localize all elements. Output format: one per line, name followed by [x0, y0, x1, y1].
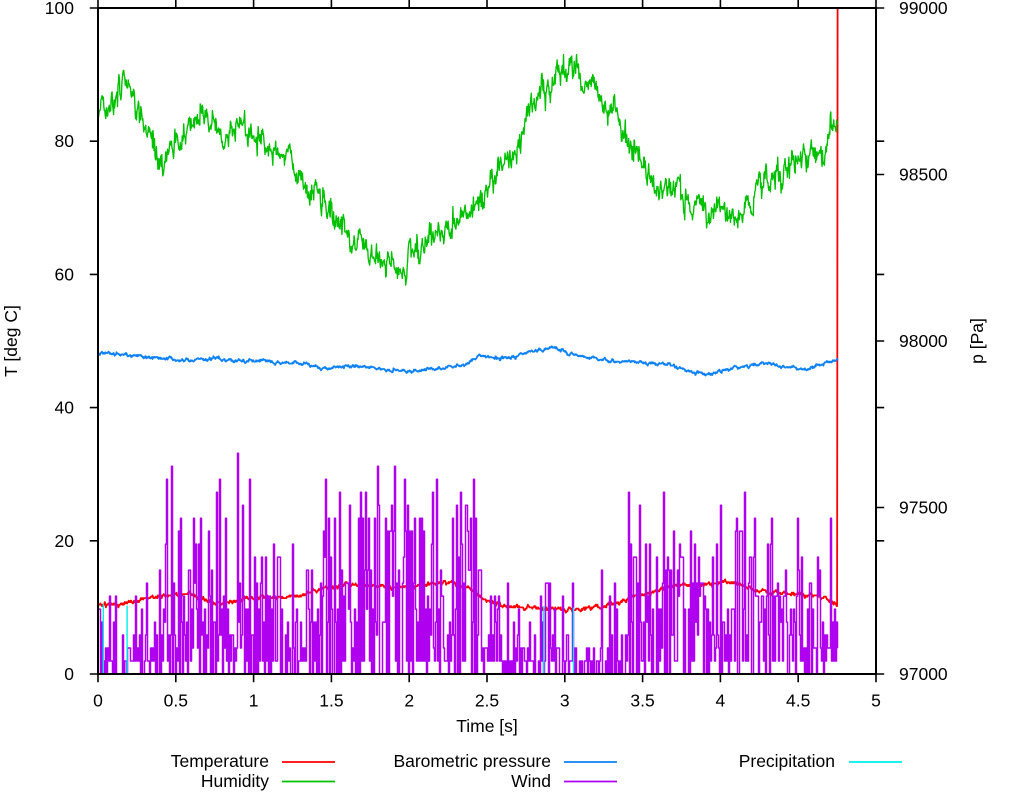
svg-text:2: 2	[404, 691, 414, 711]
svg-text:97000: 97000	[899, 664, 948, 684]
svg-text:97500: 97500	[899, 498, 948, 518]
svg-text:Barometric pressure: Barometric pressure	[393, 751, 551, 771]
svg-text:3: 3	[560, 691, 570, 711]
svg-text:Humidity: Humidity	[201, 771, 269, 791]
svg-text:Temperature: Temperature	[171, 751, 269, 771]
svg-text:99000: 99000	[899, 0, 948, 18]
svg-text:4: 4	[716, 691, 726, 711]
svg-text:p [Pa]: p [Pa]	[967, 318, 987, 364]
svg-text:20: 20	[55, 531, 75, 551]
svg-text:0: 0	[93, 691, 103, 711]
svg-text:Wind: Wind	[511, 771, 551, 791]
svg-text:2.5: 2.5	[475, 691, 499, 711]
svg-text:80: 80	[55, 131, 75, 151]
svg-text:98500: 98500	[899, 165, 948, 185]
svg-text:T [deg C]: T [deg C]	[1, 305, 21, 377]
svg-text:5: 5	[871, 691, 881, 711]
svg-text:1: 1	[249, 691, 259, 711]
svg-text:4.5: 4.5	[786, 691, 810, 711]
svg-text:1.5: 1.5	[319, 691, 343, 711]
svg-text:100: 100	[45, 0, 74, 18]
svg-text:98000: 98000	[899, 331, 948, 351]
svg-text:Time [s]: Time [s]	[456, 716, 518, 736]
svg-text:0: 0	[64, 664, 74, 684]
svg-text:60: 60	[55, 264, 75, 284]
svg-text:40: 40	[55, 398, 75, 418]
svg-text:Precipitation: Precipitation	[739, 751, 835, 771]
svg-text:0.5: 0.5	[164, 691, 188, 711]
svg-text:3.5: 3.5	[630, 691, 654, 711]
